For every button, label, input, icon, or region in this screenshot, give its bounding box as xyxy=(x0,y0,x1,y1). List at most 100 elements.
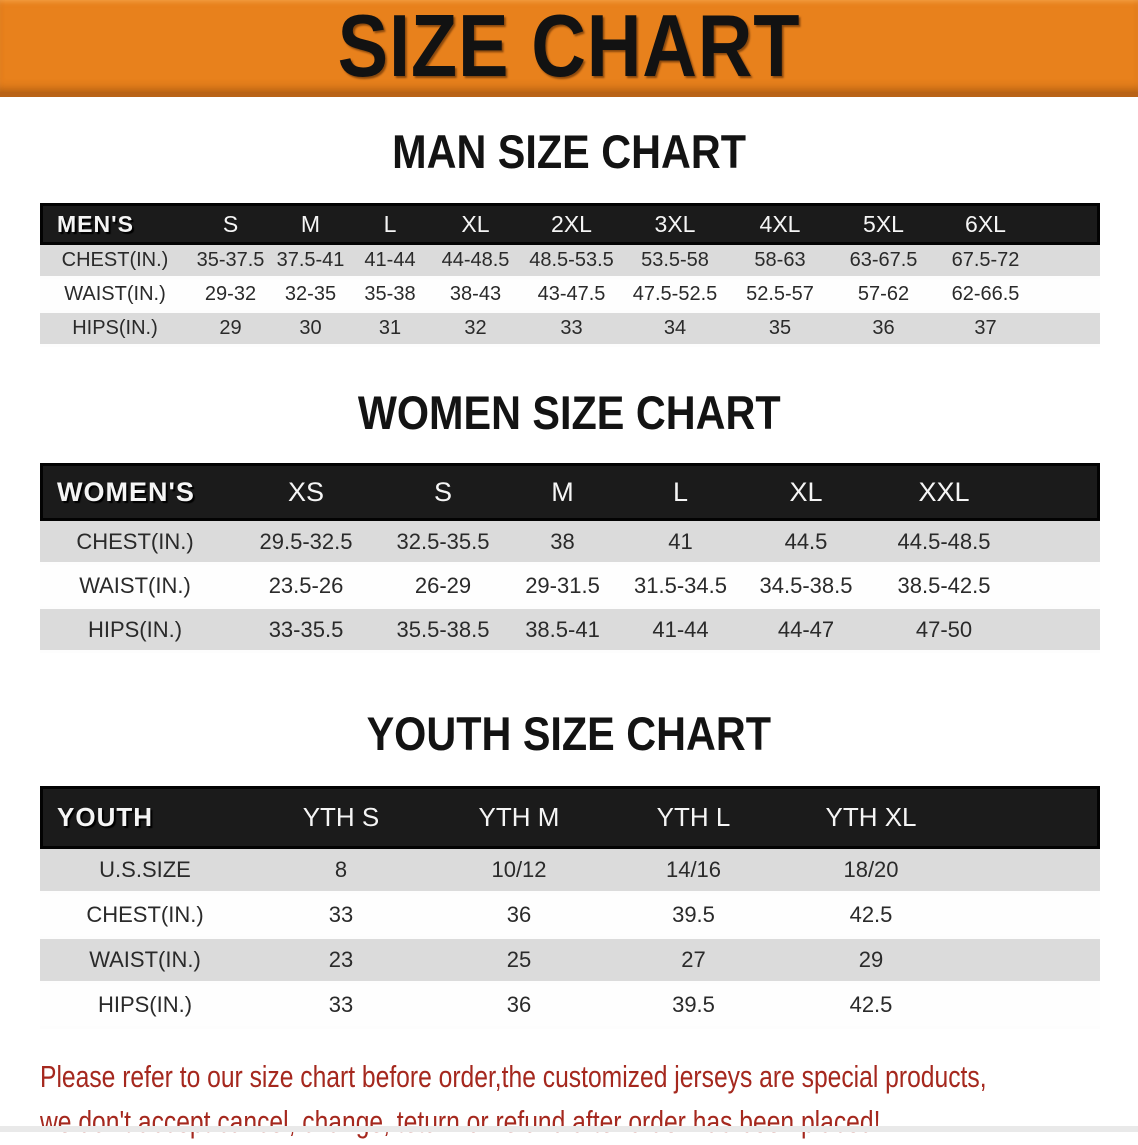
measurement-row: WAIST(IN.) 23 25 27 29 xyxy=(40,939,1100,984)
size-column-header: M xyxy=(504,463,621,521)
size-chart-banner: SIZE CHART xyxy=(0,0,1138,97)
row-filler-cell xyxy=(1016,609,1100,653)
measurement-value-cell: 10/12 xyxy=(432,849,606,894)
size-column-header: 5XL xyxy=(832,203,935,245)
measurement-value-cell: 29 xyxy=(781,939,961,984)
size-column-header: L xyxy=(350,203,430,245)
table-header-row: YOUTH YTH S YTH M YTH L YTH XL xyxy=(40,786,1100,849)
row-filler-cell xyxy=(1016,521,1100,565)
measurement-value-cell: 37.5-41 xyxy=(271,245,350,279)
size-column-header: 4XL xyxy=(728,203,832,245)
row-filler-cell xyxy=(961,849,1100,894)
measurement-value-cell: 29-31.5 xyxy=(504,565,621,609)
measurement-row: CHEST(IN.) 33 36 39.5 42.5 xyxy=(40,894,1100,939)
measurement-value-cell: 23.5-26 xyxy=(230,565,382,609)
table-header-row: WOMEN'S XS S M L XL XXL xyxy=(40,463,1100,521)
measurement-value-cell: 42.5 xyxy=(781,984,961,1029)
measurement-value-cell: 35-38 xyxy=(350,279,430,313)
measurement-value-cell: 33-35.5 xyxy=(230,609,382,653)
women-size-table: WOMEN'S XS S M L XL XXL CHEST(IN.) 29.5-32.5 32.5… xyxy=(40,463,1100,653)
measurement-value-cell: 18/20 xyxy=(781,849,961,894)
measurement-value-cell: 42.5 xyxy=(781,894,961,939)
measurement-value-cell: 35 xyxy=(728,313,832,347)
size-column-header: L xyxy=(621,463,740,521)
measurement-row: WAIST(IN.) 29-32 32-35 35-38 38-43 43-47.5 47.… xyxy=(40,279,1100,313)
measurement-value-cell: 41-44 xyxy=(350,245,430,279)
table-corner-label: YOUTH xyxy=(40,786,250,849)
measurement-value-cell: 25 xyxy=(432,939,606,984)
measurement-value-cell: 27 xyxy=(606,939,781,984)
measurement-row-label: HIPS(IN.) xyxy=(40,984,250,1029)
measurement-value-cell: 57-62 xyxy=(832,279,935,313)
measurement-value-cell: 32.5-35.5 xyxy=(382,521,504,565)
measurement-row-label: WAIST(IN.) xyxy=(40,279,190,313)
row-filler-cell xyxy=(1036,245,1100,279)
order-policy-line-2: we don't accept cancel, change, teturn o… xyxy=(40,1103,881,1139)
men-section-heading: MAN SIZE CHART xyxy=(392,125,746,178)
header-filler-cell xyxy=(961,786,1100,849)
measurement-value-cell: 67.5-72 xyxy=(935,245,1036,279)
measurement-row: HIPS(IN.) 33 36 39.5 42.5 xyxy=(40,984,1100,1029)
size-column-header: YTH L xyxy=(606,786,781,849)
measurement-value-cell: 41-44 xyxy=(621,609,740,653)
order-policy-line-1: Please refer to our size chart before or… xyxy=(40,1059,987,1094)
measurement-value-cell: 36 xyxy=(832,313,935,347)
size-column-header: XS xyxy=(230,463,382,521)
size-column-header: XL xyxy=(430,203,521,245)
measurement-value-cell: 44-48.5 xyxy=(430,245,521,279)
measurement-row: U.S.SIZE 8 10/12 14/16 18/20 xyxy=(40,849,1100,894)
measurement-row: HIPS(IN.) 29 30 31 32 33 34 35 36 37 xyxy=(40,313,1100,347)
measurement-value-cell: 29.5-32.5 xyxy=(230,521,382,565)
measurement-row-label: HIPS(IN.) xyxy=(40,313,190,347)
measurement-value-cell: 47.5-52.5 xyxy=(622,279,728,313)
size-column-header: M xyxy=(271,203,350,245)
measurement-value-cell: 29-32 xyxy=(190,279,271,313)
row-filler-cell xyxy=(961,984,1100,1029)
measurement-row-label: CHEST(IN.) xyxy=(40,521,230,565)
measurement-value-cell: 41 xyxy=(621,521,740,565)
measurement-value-cell: 38-43 xyxy=(430,279,521,313)
measurement-value-cell: 44.5 xyxy=(740,521,872,565)
measurement-value-cell: 35-37.5 xyxy=(190,245,271,279)
measurement-row-label: U.S.SIZE xyxy=(40,849,250,894)
measurement-row-label: CHEST(IN.) xyxy=(40,894,250,939)
size-column-header: YTH XL xyxy=(781,786,961,849)
measurement-value-cell: 38 xyxy=(504,521,621,565)
size-column-header: S xyxy=(382,463,504,521)
size-column-header: S xyxy=(190,203,271,245)
measurement-value-cell: 39.5 xyxy=(606,894,781,939)
measurement-row: CHEST(IN.) 35-37.5 37.5-41 41-44 44-48.5 48.5… xyxy=(40,245,1100,279)
size-column-header: YTH M xyxy=(432,786,606,849)
measurement-value-cell: 34.5-38.5 xyxy=(740,565,872,609)
bottom-edge-strip xyxy=(0,1126,1138,1132)
measurement-value-cell: 36 xyxy=(432,894,606,939)
measurement-row: CHEST(IN.) 29.5-32.5 32.5-35.5 38 41 44.5 44.5… xyxy=(40,521,1100,565)
row-filler-cell xyxy=(1036,279,1100,313)
measurement-value-cell: 52.5-57 xyxy=(728,279,832,313)
youth-section-heading: YOUTH SIZE CHART xyxy=(366,707,772,760)
measurement-value-cell: 32-35 xyxy=(271,279,350,313)
measurement-value-cell: 63-67.5 xyxy=(832,245,935,279)
measurement-value-cell: 14/16 xyxy=(606,849,781,894)
measurement-value-cell: 38.5-42.5 xyxy=(872,565,1016,609)
measurement-value-cell: 32 xyxy=(430,313,521,347)
measurement-value-cell: 30 xyxy=(271,313,350,347)
measurement-value-cell: 34 xyxy=(622,313,728,347)
measurement-row-label: CHEST(IN.) xyxy=(40,245,190,279)
row-filler-cell xyxy=(961,939,1100,984)
measurement-row: WAIST(IN.) 23.5-26 26-29 29-31.5 31.5-34.5 34… xyxy=(40,565,1100,609)
measurement-value-cell: 26-29 xyxy=(382,565,504,609)
measurement-value-cell: 62-66.5 xyxy=(935,279,1036,313)
table-header-row: MEN'S S M L XL 2XL 3XL 4XL 5XL 6XL xyxy=(40,203,1100,245)
row-filler-cell xyxy=(1036,313,1100,347)
header-filler-cell xyxy=(1016,463,1100,521)
measurement-value-cell: 33 xyxy=(250,894,432,939)
order-policy-note: Please refer to our size chart before or… xyxy=(40,1055,1138,1145)
measurement-value-cell: 31 xyxy=(350,313,430,347)
row-filler-cell xyxy=(1016,565,1100,609)
size-column-header: 6XL xyxy=(935,203,1036,245)
size-column-header: 3XL xyxy=(622,203,728,245)
men-size-table: MEN'S S M L XL 2XL 3XL 4XL 5XL 6XL CHEST(IN.) 35-37… xyxy=(40,203,1100,347)
measurement-row-label: WAIST(IN.) xyxy=(40,939,250,984)
measurement-value-cell: 29 xyxy=(190,313,271,347)
